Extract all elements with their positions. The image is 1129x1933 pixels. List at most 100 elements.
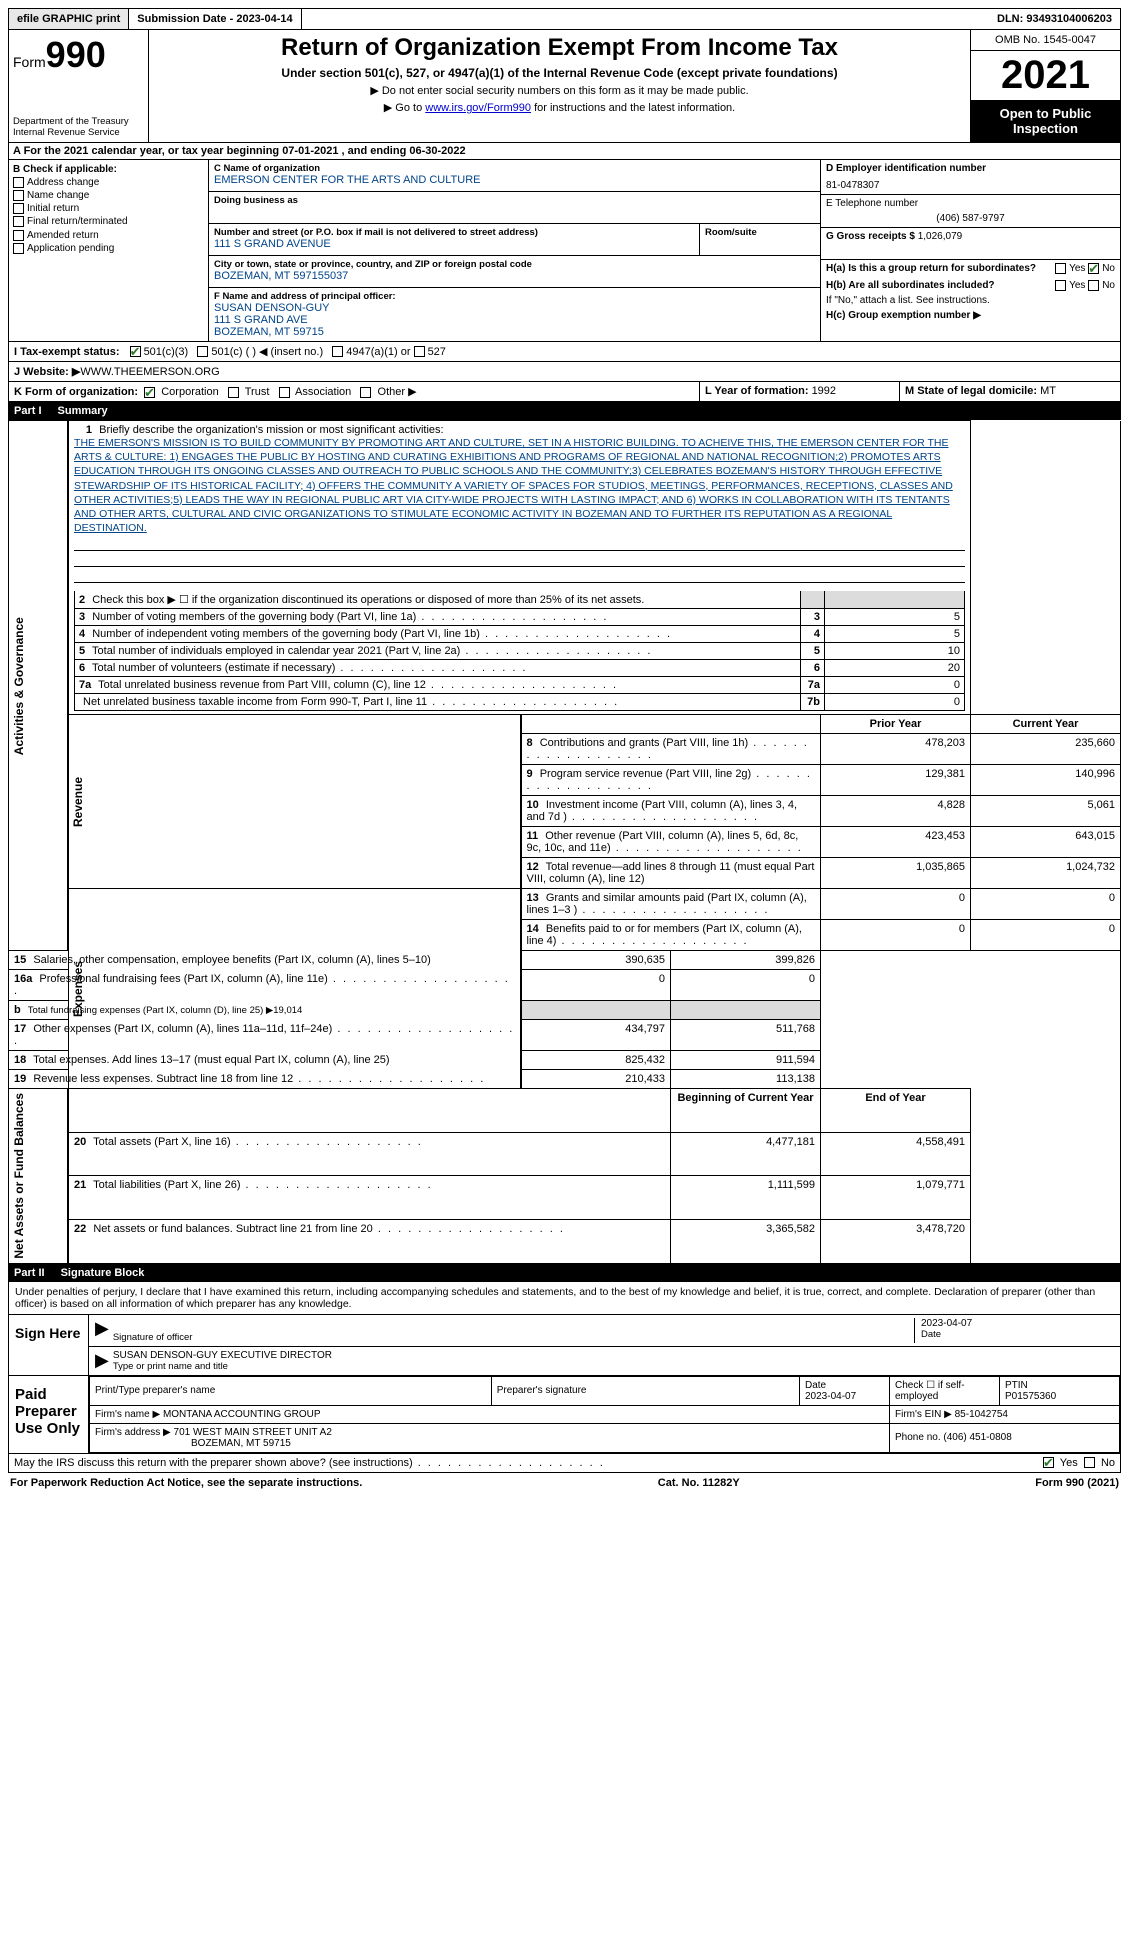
- line-num: 5: [79, 645, 89, 657]
- sig-date-value: 2023-04-07: [921, 1318, 1114, 1329]
- hb-subordinates: H(b) Are all subordinates included? Yes …: [826, 280, 1115, 291]
- prior-value: 129,381: [821, 765, 971, 796]
- current-value: 1,024,732: [971, 858, 1121, 889]
- chk-4947[interactable]: [332, 346, 343, 357]
- line-desc: Total number of volunteers (estimate if …: [92, 662, 527, 674]
- chk-trust[interactable]: [228, 387, 239, 398]
- current-value: 0: [971, 889, 1121, 920]
- blank-line: [74, 569, 965, 583]
- ein-label: D Employer identification number: [826, 163, 1115, 174]
- ha-yes-chk[interactable]: [1055, 263, 1066, 274]
- top-bar: efile GRAPHIC print Submission Date - 20…: [8, 8, 1121, 30]
- state-domicile-value: MT: [1040, 385, 1056, 397]
- end-value: 3,478,720: [821, 1220, 971, 1264]
- col-b-checkboxes: B Check if applicable: Address change Na…: [9, 160, 209, 341]
- irs-label: Internal Revenue Service: [13, 127, 144, 138]
- section-a-tax-year: A For the 2021 calendar year, or tax yea…: [8, 143, 1121, 160]
- prep-date-value: 2023-04-07: [805, 1391, 884, 1402]
- yes-label: Yes: [1069, 263, 1085, 274]
- table-row: 20 Total assets (Part X, line 16)4,477,1…: [9, 1132, 1121, 1176]
- page-footer: For Paperwork Reduction Act Notice, see …: [8, 1473, 1121, 1493]
- line-desc: Other revenue (Part VIII, column (A), li…: [527, 830, 803, 854]
- year-formation-value: 1992: [812, 385, 836, 397]
- current-value: 0: [671, 970, 821, 1001]
- chk-other[interactable]: [360, 387, 371, 398]
- prior-value: 390,635: [521, 951, 671, 970]
- chk-address-change[interactable]: Address change: [13, 177, 204, 188]
- opt-501c: 501(c) ( ) ◀ (insert no.): [211, 345, 323, 358]
- line-desc: Net assets or fund balances. Subtract li…: [93, 1223, 565, 1235]
- gov-lines-table: 2 Check this box ▶ ☐ if the organization…: [74, 591, 965, 711]
- hc-group-exemption: H(c) Group exemption number ▶: [826, 310, 1115, 321]
- hb-yes-chk[interactable]: [1055, 280, 1066, 291]
- line-value: 0: [825, 694, 965, 711]
- current-year-header: Current Year: [971, 715, 1121, 734]
- chk-final-return[interactable]: Final return/terminated: [13, 216, 204, 227]
- prior-value: 0: [821, 920, 971, 951]
- prior-value: 825,432: [521, 1051, 671, 1070]
- end-year-header: End of Year: [821, 1089, 971, 1133]
- submission-date: Submission Date - 2023-04-14: [129, 9, 301, 29]
- org-name-label: C Name of organization: [214, 163, 815, 174]
- table-row: 3 Number of voting members of the govern…: [75, 609, 965, 626]
- chk-association[interactable]: [279, 387, 290, 398]
- firm-name-value: MONTANA ACCOUNTING GROUP: [163, 1409, 321, 1420]
- goto-suffix: for instructions and the latest informat…: [531, 102, 735, 114]
- box-num: 7b: [801, 694, 825, 711]
- chk-527[interactable]: [414, 346, 425, 357]
- firm-ein-value: 85-1042754: [955, 1409, 1008, 1420]
- sign-here-block: Sign Here ▶ Signature of officer 2023-04…: [8, 1315, 1121, 1376]
- hb-note: If "No," attach a list. See instructions…: [826, 295, 1115, 306]
- opt-trust: Trust: [245, 386, 270, 398]
- begin-year-header: Beginning of Current Year: [671, 1089, 821, 1133]
- line-num: 2: [79, 594, 89, 606]
- prior-value: 478,203: [821, 734, 971, 765]
- sig-officer-label: Signature of officer: [113, 1332, 914, 1343]
- line-desc: Program service revenue (Part VIII, line…: [527, 768, 812, 792]
- chk-501c[interactable]: [197, 346, 208, 357]
- chk-initial-return[interactable]: Initial return: [13, 203, 204, 214]
- preparer-table: Print/Type preparer's name Preparer's si…: [89, 1376, 1120, 1453]
- line-desc: Total liabilities (Part X, line 26): [93, 1179, 432, 1191]
- part-2-header: Part II Signature Block: [8, 1264, 1121, 1282]
- line-desc: Investment income (Part VIII, column (A)…: [527, 799, 798, 823]
- line-num: 21: [74, 1179, 90, 1191]
- no-label: No: [1102, 263, 1115, 274]
- chk-501c3[interactable]: [130, 346, 141, 357]
- form990-link[interactable]: www.irs.gov/Form990: [425, 102, 531, 114]
- line-desc: Total unrelated business revenue from Pa…: [98, 679, 618, 691]
- yes-label: Yes: [1069, 280, 1085, 291]
- omb-number: OMB No. 1545-0047: [971, 30, 1120, 51]
- line-num: 20: [74, 1136, 90, 1148]
- ptin-value: P01575360: [1005, 1391, 1114, 1402]
- discuss-yes-chk[interactable]: [1043, 1457, 1054, 1468]
- ha-no-chk[interactable]: [1088, 263, 1099, 274]
- hb-no-chk[interactable]: [1088, 280, 1099, 291]
- chk-name-change[interactable]: Name change: [13, 190, 204, 201]
- col-b-label: B Check if applicable:: [13, 164, 204, 175]
- current-value: 511,768: [671, 1020, 821, 1051]
- part-1-num: Part I: [14, 405, 42, 417]
- firm-addr-2: BOZEMAN, MT 59715: [191, 1438, 291, 1449]
- city-label: City or town, state or province, country…: [214, 259, 815, 270]
- chk-corporation[interactable]: [144, 387, 155, 398]
- current-value: 0: [971, 920, 1121, 951]
- opt-501c3: 501(c)(3): [144, 346, 189, 358]
- chk-label: Initial return: [27, 203, 79, 214]
- opt-527: 527: [428, 346, 446, 358]
- opt-assoc: Association: [295, 386, 351, 398]
- table-row: 4 Number of independent voting members o…: [75, 626, 965, 643]
- chk-label: Amended return: [27, 230, 99, 241]
- discuss-no-chk[interactable]: [1084, 1457, 1095, 1468]
- line-num: 17: [14, 1023, 30, 1035]
- opt-4947: 4947(a)(1) or: [346, 346, 410, 358]
- ssn-note: ▶ Do not enter social security numbers o…: [155, 84, 964, 97]
- officer-city: BOZEMAN, MT 59715: [214, 326, 815, 338]
- cat-number: Cat. No. 11282Y: [658, 1477, 740, 1489]
- chk-application-pending[interactable]: Application pending: [13, 243, 204, 254]
- efile-print-button[interactable]: efile GRAPHIC print: [9, 9, 129, 29]
- col-d-ein: D Employer identification number 81-0478…: [820, 160, 1120, 341]
- line-num: 19: [14, 1073, 30, 1085]
- hb-label: H(b) Are all subordinates included?: [826, 280, 995, 291]
- chk-amended-return[interactable]: Amended return: [13, 230, 204, 241]
